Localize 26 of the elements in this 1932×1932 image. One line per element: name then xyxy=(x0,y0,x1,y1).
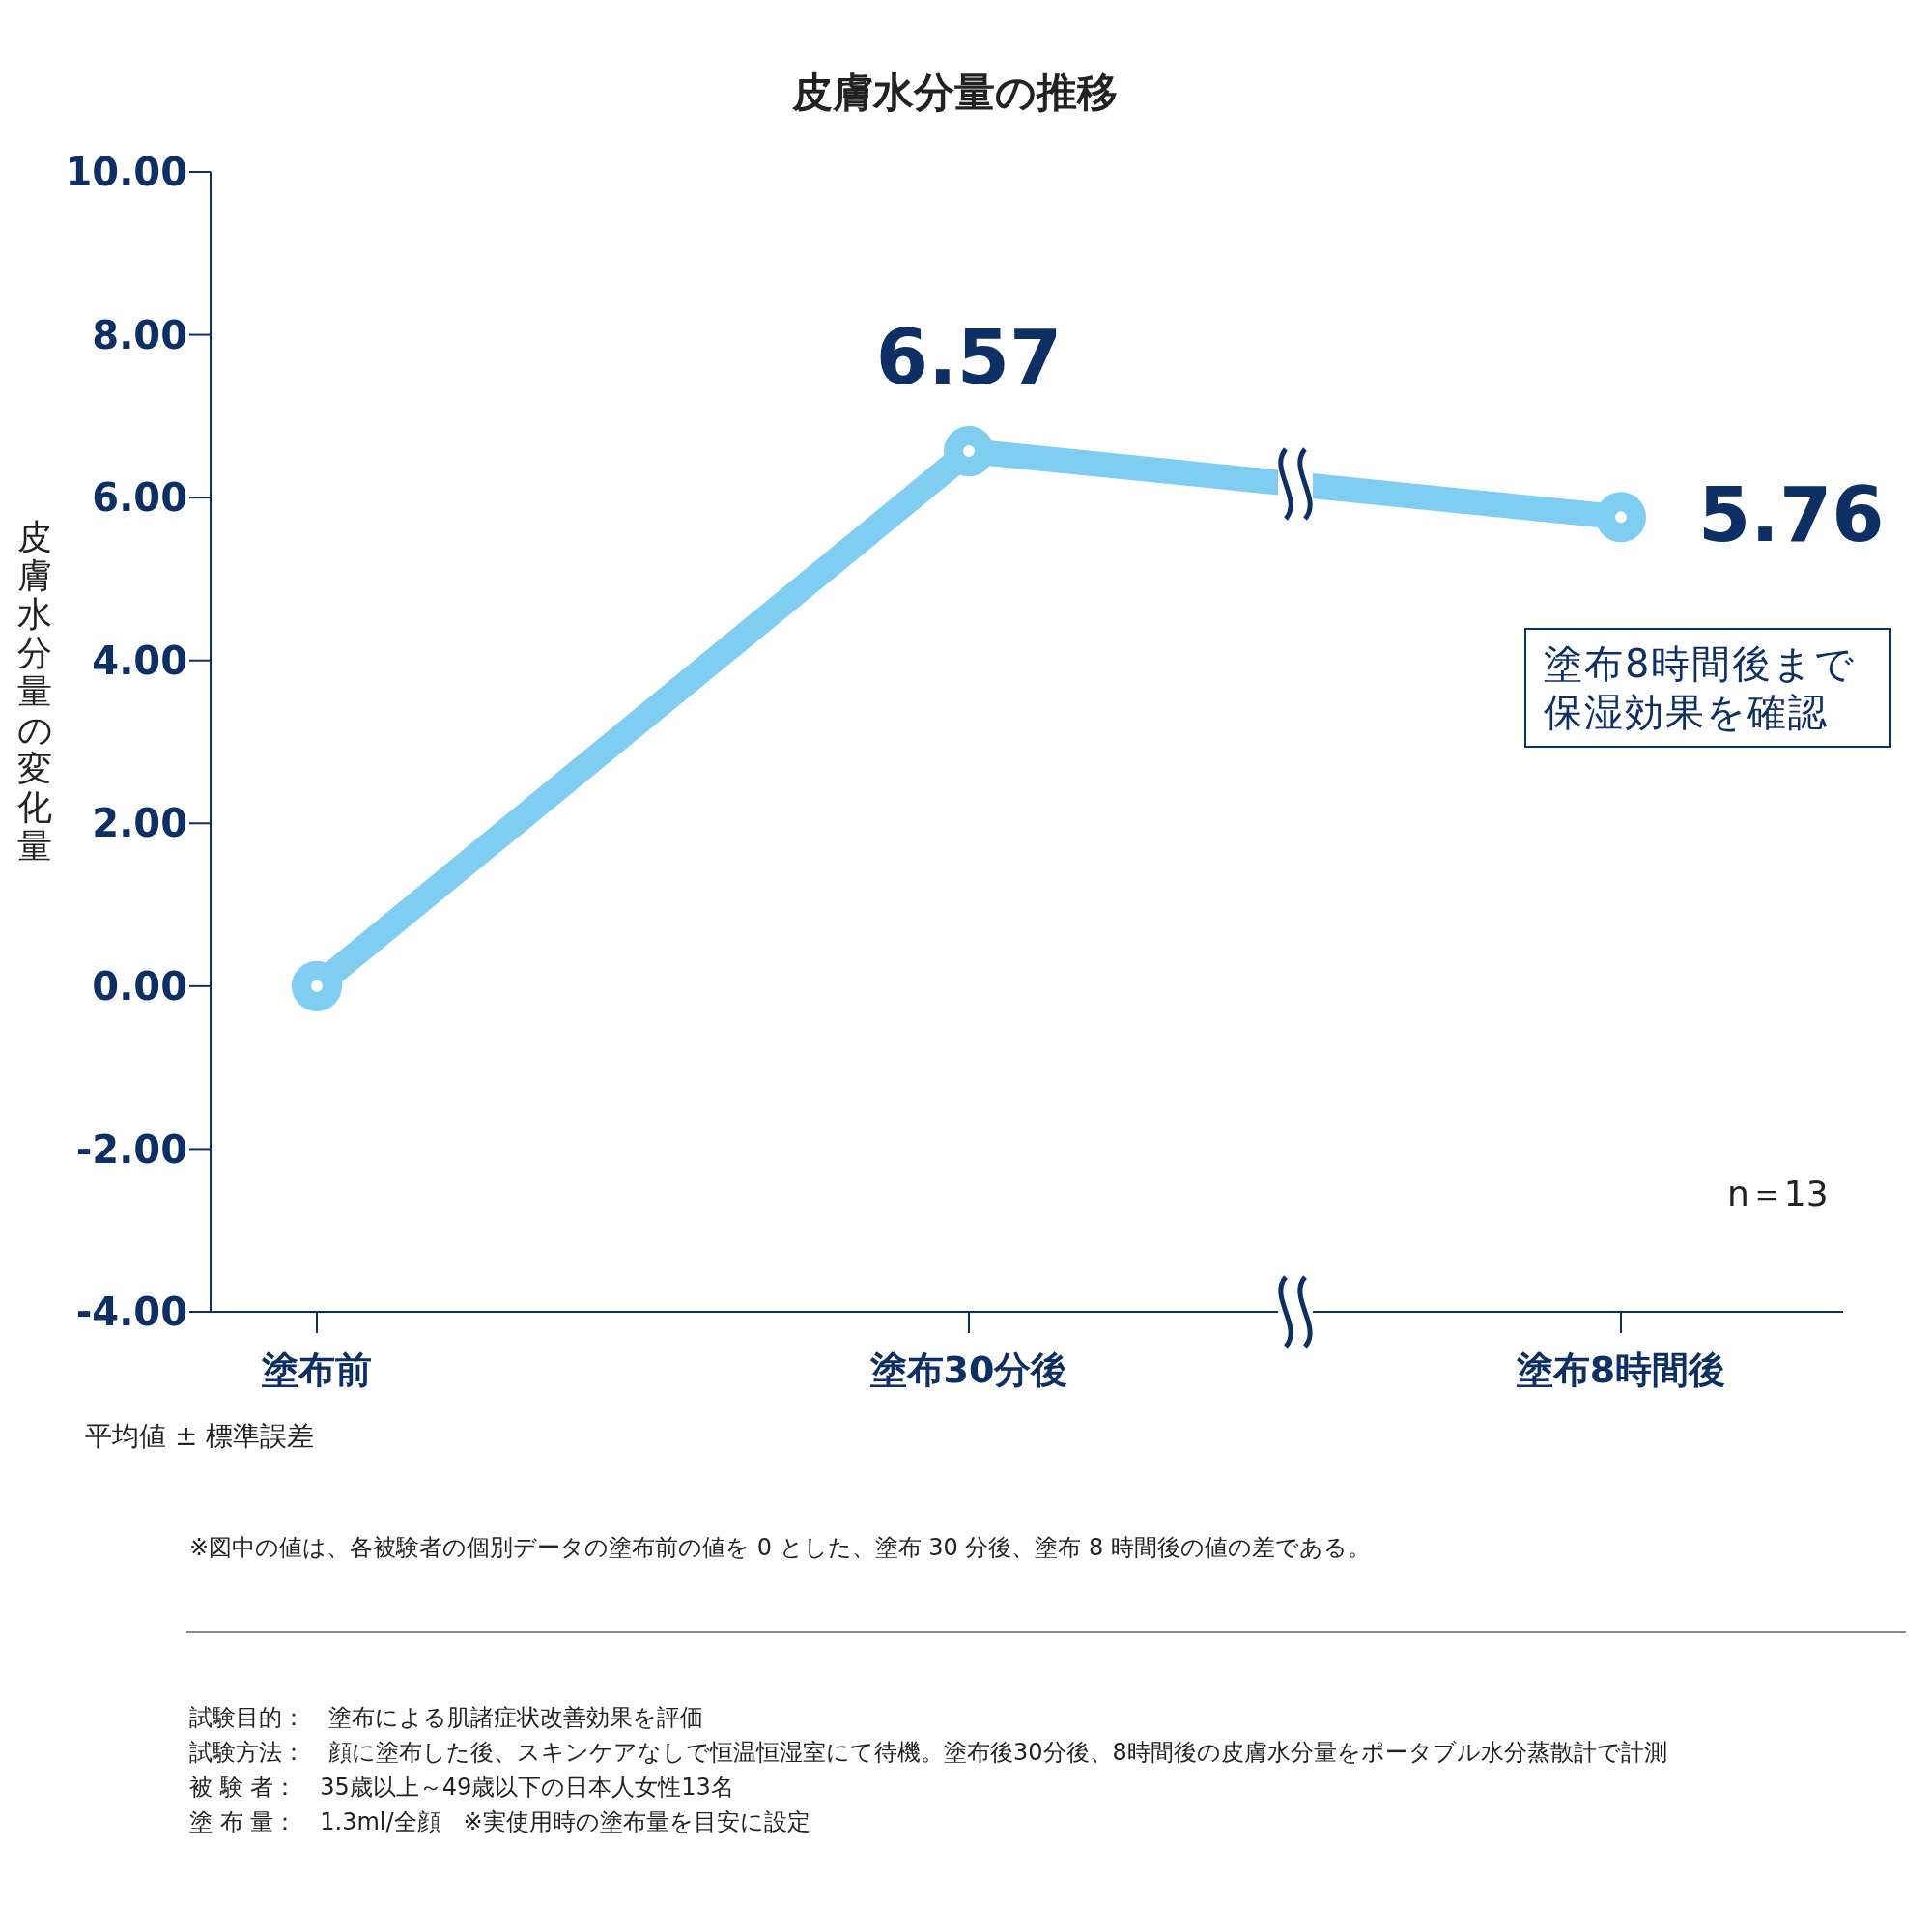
y-tick-label: 10.00 xyxy=(65,150,187,195)
x-tick-label: 塗布8時間後 xyxy=(1515,1348,1726,1391)
point xyxy=(292,960,342,1011)
y-tick-label: -2.00 xyxy=(75,1126,187,1172)
y-tick-label: 0.00 xyxy=(92,964,187,1009)
y-tick-label: -4.00 xyxy=(75,1290,187,1335)
annotation: n＝13 xyxy=(1727,1172,1829,1215)
y-tick-label: 4.00 xyxy=(92,638,187,683)
text: 被 験 者： 35歳以上～49歳以下の日本人女性13名 xyxy=(189,1773,735,1803)
data-label: 5.76 xyxy=(1698,471,1885,559)
text: ※図中の値は、各被験者の個別データの塗布前の値を 0 とした、塗布 30 分後、塗布 8 時間後の値の差である。 xyxy=(189,1533,1372,1563)
x-tick-label: 塗布前 xyxy=(261,1348,372,1391)
point xyxy=(1596,492,1646,543)
text: 塗 布 量： 1.3ml/全顔 ※実使用時の塗布量を目安に設定 xyxy=(189,1807,811,1837)
x-tick-label: 塗布30分後 xyxy=(868,1348,1068,1391)
text: 皮膚水分量の変化量 xyxy=(16,517,53,866)
text: 試験方法： 顔に塗布した後、スキンケアなしで恒温恒湿室にて待機。塗布後30分後、8時間後の皮膚水分量をポータブル水分蒸散計で計測 xyxy=(189,1738,1668,1768)
text: 試験目的： 塗布による肌諸症状改善効果を評価 xyxy=(189,1703,704,1733)
y-tick-label: 8.00 xyxy=(92,312,187,357)
annotation: 塗布8時間後まで保湿効果を確認 xyxy=(1524,628,1891,748)
point xyxy=(944,426,994,477)
text: 平均値 ± 標準誤差 xyxy=(85,1419,316,1454)
data-label: 6.57 xyxy=(875,314,1063,402)
chart-title: 皮膚水分量の推移 xyxy=(790,68,1119,118)
y-tick-label: 6.00 xyxy=(92,475,187,521)
y-tick-label: 2.00 xyxy=(92,801,187,846)
